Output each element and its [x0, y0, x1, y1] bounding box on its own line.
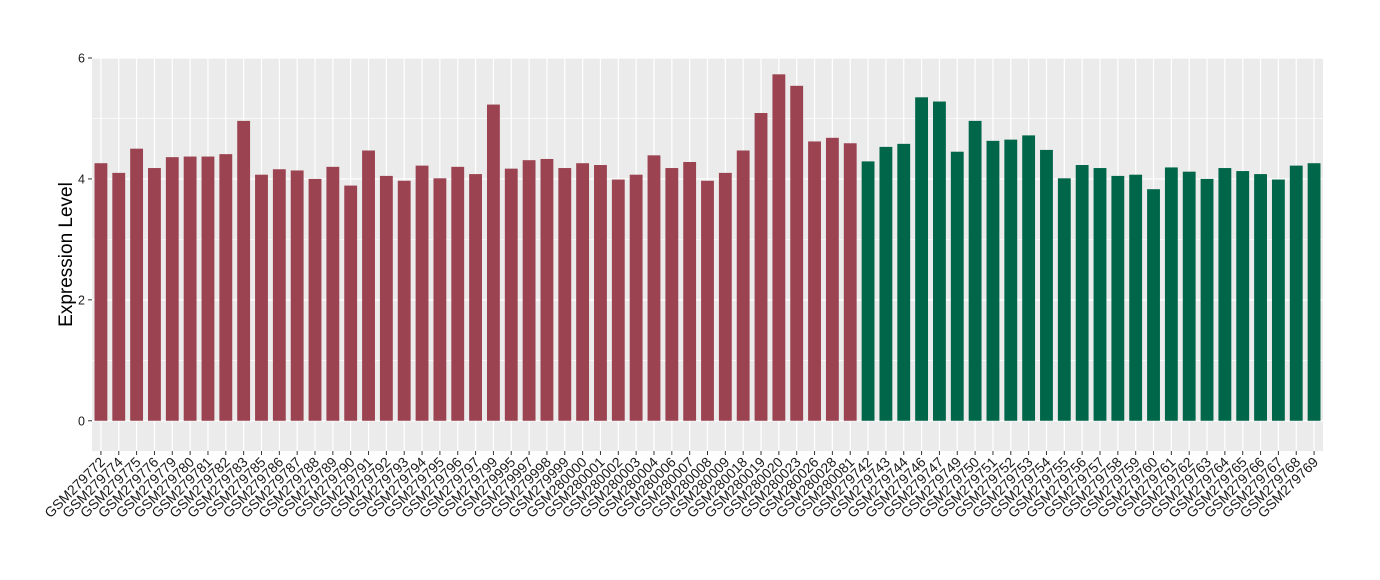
bar-GSM280001: [594, 165, 607, 421]
y-tick-label: 6: [78, 52, 85, 66]
bar-GSM280026: [808, 141, 821, 421]
bar-GSM280000: [576, 163, 590, 421]
bar-GSM279753: [1022, 135, 1036, 421]
bar-GSM280002: [611, 179, 625, 421]
bar-GSM279795: [433, 178, 447, 421]
bar-GSM279782: [219, 154, 233, 421]
y-axis: 0 2 4 6: [78, 52, 92, 428]
bar-GSM280008: [701, 180, 714, 421]
bar-GSM279796: [451, 166, 465, 421]
bar-GSM279785: [255, 174, 268, 421]
bar-GSM280009: [718, 172, 732, 421]
y-axis-title: Expression Level: [56, 182, 77, 327]
bar-GSM279780: [183, 156, 197, 421]
bar-GSM279746: [915, 97, 929, 421]
bar-GSM279791: [362, 150, 375, 421]
bar-GSM279751: [986, 140, 1000, 421]
bar-GSM279794: [415, 165, 429, 421]
bar-GSM279758: [1111, 175, 1125, 421]
bar-GSM279749: [950, 151, 964, 421]
bar-GSM279789: [326, 166, 340, 421]
bar-GSM280006: [665, 168, 679, 421]
y-tick-label: 4: [78, 172, 85, 186]
bar-GSM279763: [1200, 178, 1214, 421]
bar-GSM279997: [522, 160, 536, 421]
bar-GSM279793: [397, 180, 411, 421]
bar-GSM279767: [1271, 179, 1285, 421]
bar-GSM279766: [1254, 174, 1267, 421]
bar-GSM279779: [165, 157, 179, 421]
bar-GSM280004: [647, 155, 661, 421]
bar-GSM279750: [968, 120, 982, 421]
y-tick-label: 2: [78, 293, 85, 307]
bar-GSM279755: [1057, 178, 1071, 421]
bar-GSM279776: [148, 168, 161, 421]
bar-GSM280003: [629, 174, 643, 421]
bar-GSM279760: [1147, 189, 1160, 421]
bar-GSM280081: [843, 143, 857, 421]
bar-GSM280023: [790, 85, 804, 421]
bar-GSM279775: [130, 148, 144, 421]
x-axis: GSM279772GSM279774GSM279775GSM279776GSM2…: [41, 451, 1321, 521]
y-tick-label: 0: [78, 414, 85, 428]
bar-GSM279756: [1075, 165, 1089, 421]
bar-GSM279781: [201, 156, 215, 421]
bar-GSM279752: [1004, 139, 1018, 421]
bar-GSM279742: [861, 161, 875, 421]
bar-GSM279786: [272, 169, 286, 421]
bar-GSM279759: [1129, 174, 1143, 421]
bar-GSM280020: [772, 74, 786, 421]
bar-GSM280028: [825, 137, 839, 421]
bar-GSM279744: [897, 143, 911, 421]
bar-GSM279765: [1236, 171, 1250, 421]
bar-GSM279772: [94, 163, 108, 421]
bars: [94, 74, 1321, 421]
bar-GSM279998: [540, 158, 554, 421]
bar-GSM279764: [1218, 168, 1232, 421]
bar-GSM279774: [112, 172, 126, 421]
bar-GSM279757: [1093, 168, 1107, 421]
bar-GSM279743: [879, 146, 893, 421]
bar-GSM279797: [469, 174, 482, 421]
bar-GSM279754: [1040, 149, 1053, 421]
bar-GSM279783: [237, 120, 251, 421]
bar-GSM279790: [344, 185, 358, 421]
bar-GSM279769: [1307, 163, 1321, 421]
bar-GSM279762: [1182, 171, 1196, 421]
bar-GSM280007: [683, 161, 697, 421]
bar-GSM280018: [736, 150, 750, 421]
bar-GSM279747: [933, 101, 946, 421]
bar-GSM279768: [1289, 165, 1303, 421]
bar-GSM279787: [290, 170, 304, 421]
bar-GSM279761: [1164, 167, 1178, 421]
bar-GSM279799: [486, 104, 500, 421]
bar-GSM280019: [754, 113, 768, 421]
bar-GSM279788: [308, 178, 322, 421]
bar-GSM279999: [558, 168, 572, 421]
bar-GSM279792: [379, 175, 393, 421]
bar-GSM279995: [504, 168, 518, 421]
